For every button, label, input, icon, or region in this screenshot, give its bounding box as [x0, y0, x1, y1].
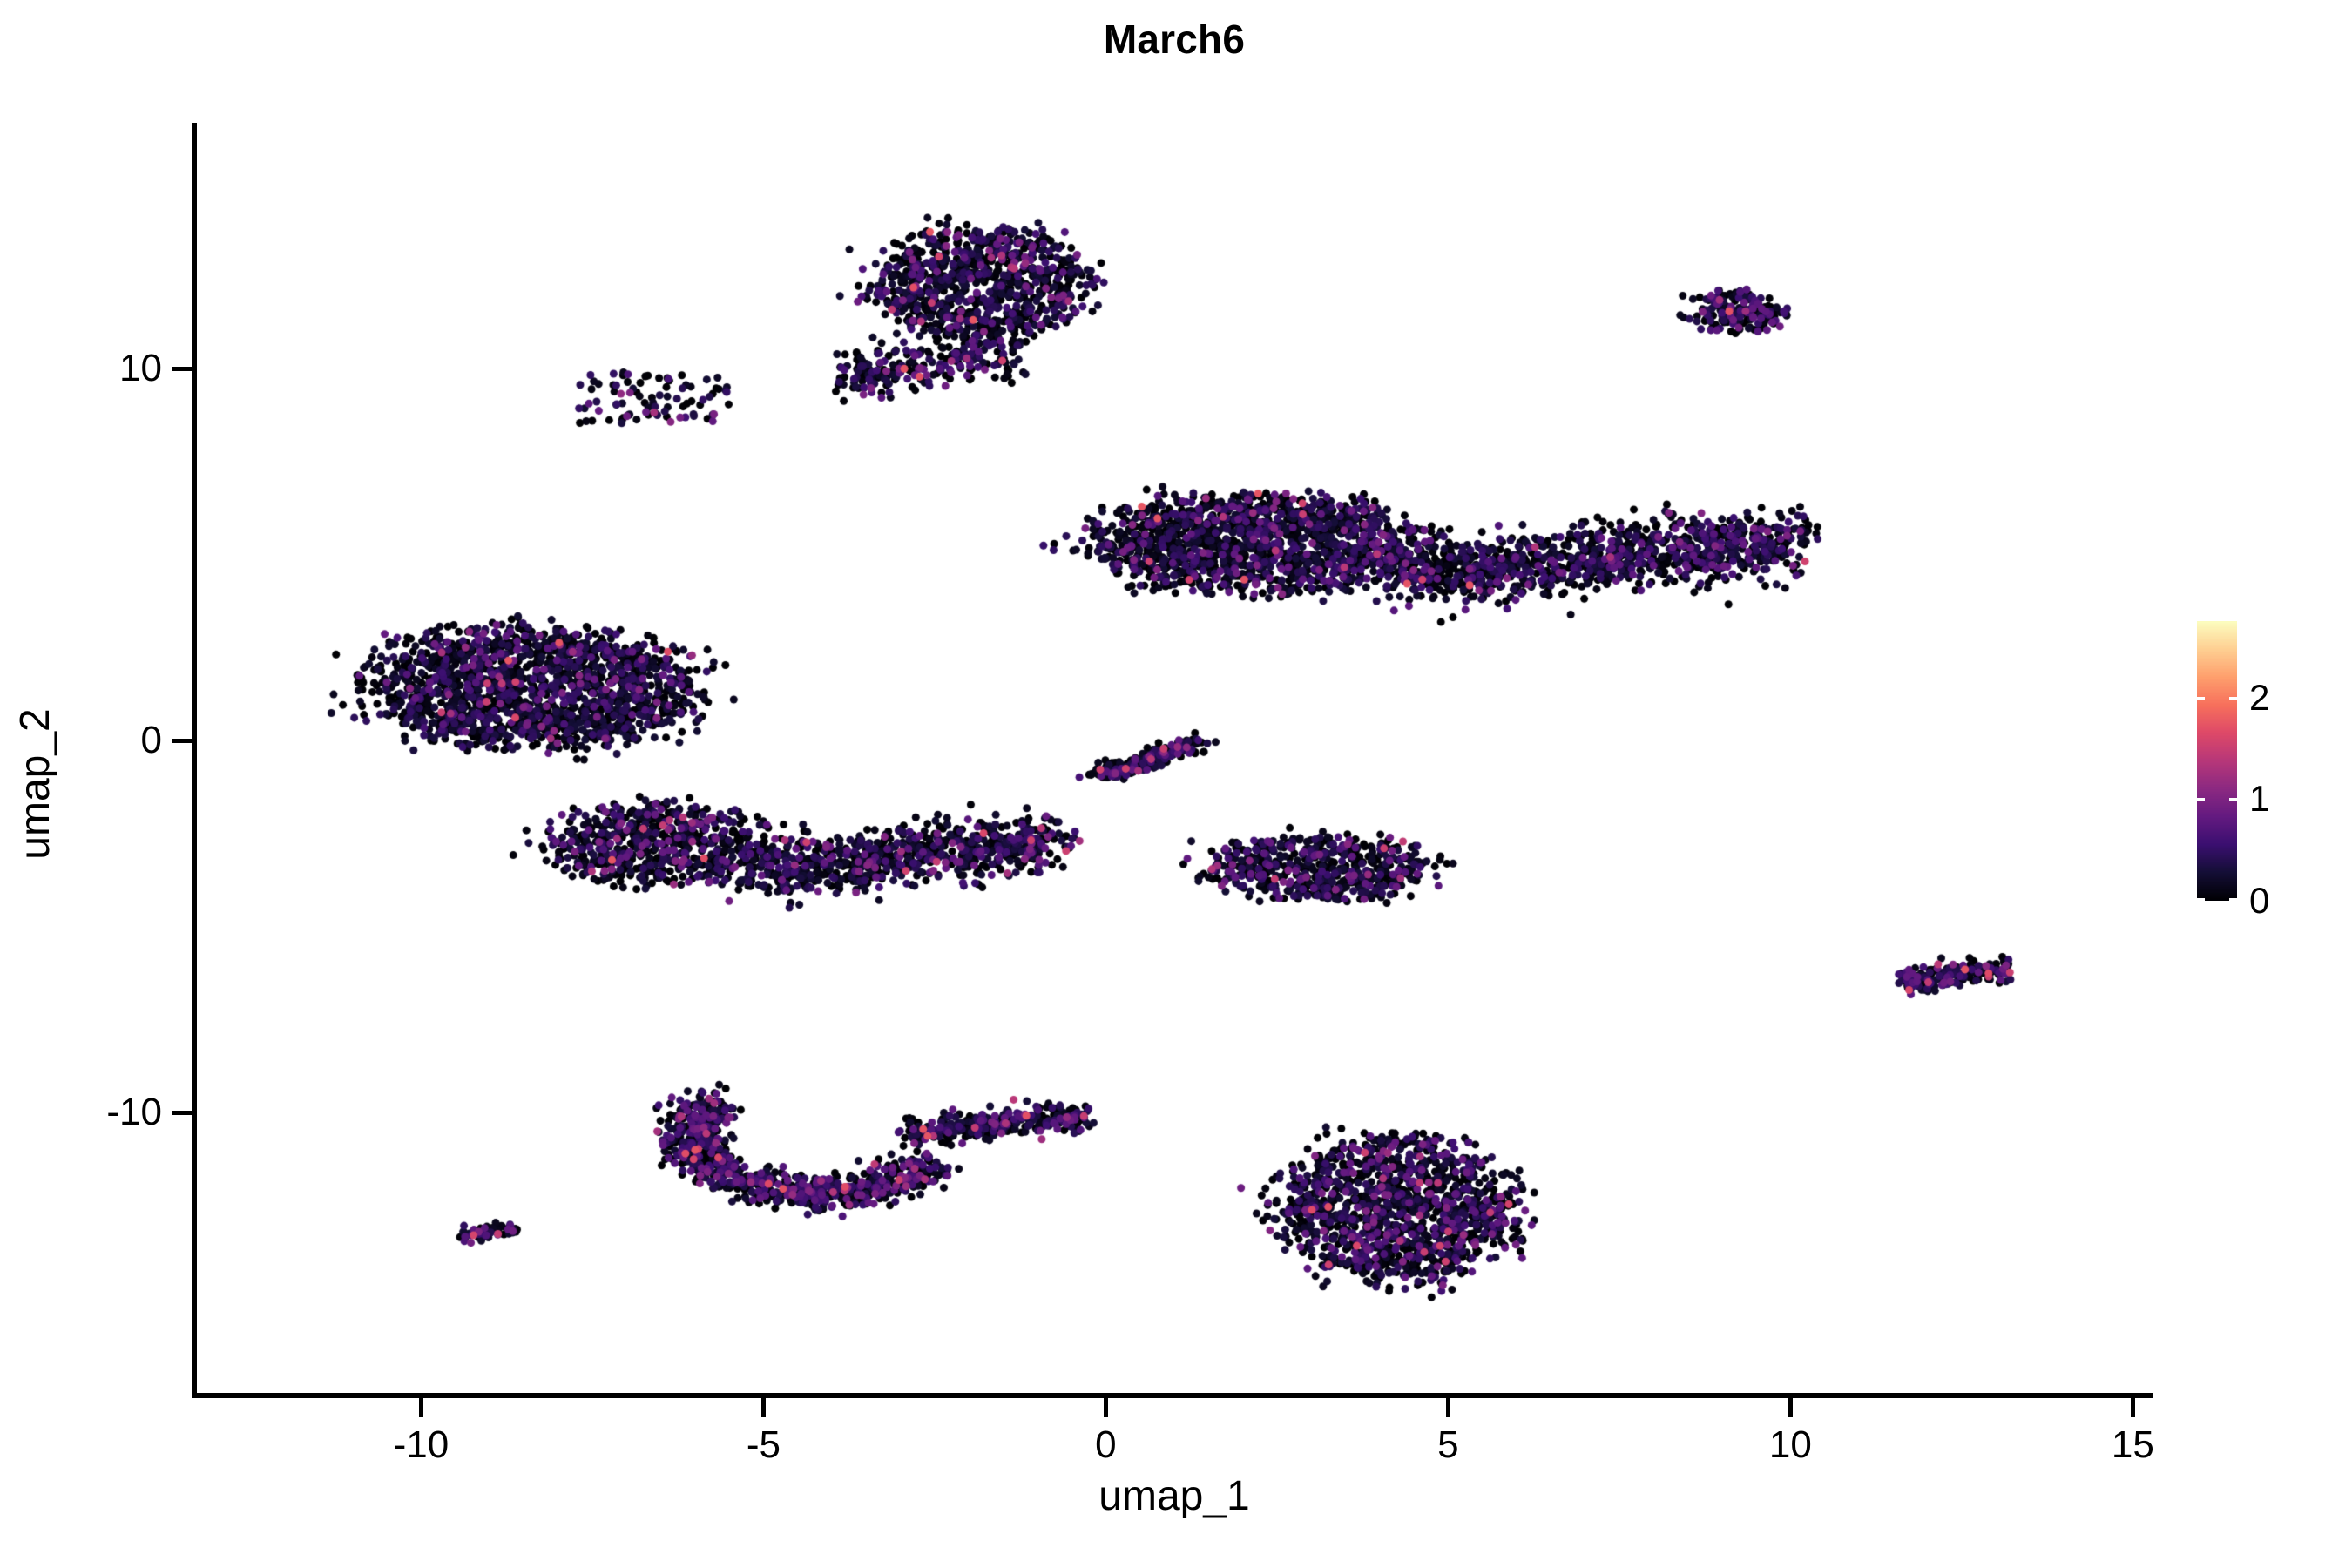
y-tick-label: 10 [119, 346, 162, 389]
x-tick-label: 0 [1095, 1423, 1117, 1466]
colorbar-tick-mark [2197, 898, 2205, 901]
scatter-plot-canvas [195, 123, 2153, 1396]
colorbar-tick-label: 0 [2249, 880, 2270, 921]
page-title: March6 [1103, 17, 1246, 62]
colorbar-tick-label: 1 [2249, 778, 2270, 820]
x-tick-label: -5 [746, 1423, 781, 1466]
x-tick-label: 5 [1437, 1423, 1459, 1466]
colorbar-tick-mark [2229, 696, 2237, 700]
legend-colorbar[interactable]: 0 1 2 [2197, 621, 2336, 921]
x-tick-label: -10 [393, 1423, 449, 1466]
y-axis-label: umap_2 [12, 708, 58, 860]
x-axis-line [192, 1393, 2153, 1398]
colorbar-tick-mark [2229, 798, 2237, 801]
y-tick-mark [172, 739, 192, 744]
x-tick-mark [761, 1398, 767, 1417]
plot-panel [195, 123, 2153, 1396]
colorbar-tick-label: 2 [2249, 676, 2270, 718]
colorbar-tick-mark [2197, 696, 2205, 700]
y-tick-label: 0 [140, 719, 162, 762]
colorbar-tick-mark [2229, 898, 2237, 901]
y-tick-label: -10 [106, 1091, 162, 1134]
x-tick-mark [1788, 1398, 1794, 1417]
x-tick-mark [419, 1398, 424, 1417]
y-tick-mark [172, 366, 192, 371]
x-tick-mark [1104, 1398, 1109, 1417]
x-axis-label: umap_1 [1098, 1473, 1250, 1519]
x-tick-label: 15 [2111, 1423, 2154, 1466]
x-tick-mark [1446, 1398, 1451, 1417]
colorbar-tick-mark [2197, 798, 2205, 801]
y-axis-line [192, 123, 197, 1398]
colorbar-gradient [2197, 621, 2237, 901]
x-tick-mark [2131, 1398, 2136, 1417]
y-tick-mark [172, 1111, 192, 1116]
x-tick-label: 10 [1768, 1423, 1812, 1466]
